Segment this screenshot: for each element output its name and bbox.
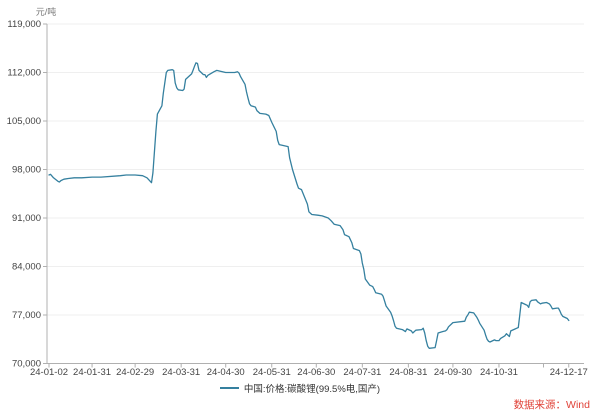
y-tick-label: 112,000 [7, 68, 41, 79]
y-tick-label: 105,000 [7, 116, 41, 127]
x-tick-label: 24-06-30 [297, 367, 335, 378]
y-axis-unit-label: 元/吨 [36, 6, 57, 17]
data-source-label: 数据来源：Wind [513, 399, 590, 411]
chart-legend: 中国:价格:碳酸锂(99.5%电,国产) [0, 380, 600, 396]
x-tick-label: 24-09-30 [434, 367, 472, 378]
y-tick-label: 84,000 [12, 262, 41, 273]
x-tick-label: 24-05-31 [253, 367, 291, 378]
x-tick-label: 24-08-31 [389, 367, 427, 378]
x-tick-label: 24-03-31 [162, 367, 200, 378]
x-tick-label: 24-01-31 [73, 367, 111, 378]
y-tick-label: 77,000 [12, 310, 41, 321]
price-line [48, 62, 570, 349]
x-tick-label: 24-04-30 [207, 367, 245, 378]
y-tick-label: 119,000 [7, 19, 41, 30]
x-tick-label: 24-07-31 [343, 367, 381, 378]
price-line-chart: 元/吨 70,000 77,000 84,000 91,000 98,000 105,000… [7, 6, 588, 378]
legend-series-label: 中国:价格:碳酸锂(99.5%电,国产) [243, 384, 381, 395]
y-tick-label: 70,000 [12, 359, 41, 370]
x-tick-label: 24-10-31 [480, 367, 518, 378]
x-tick-label: 24-12-17 [550, 367, 588, 378]
legend-line-swatch [219, 387, 239, 389]
y-tick-label: 91,000 [12, 213, 41, 224]
x-tick-label: 24-01-02 [30, 367, 68, 378]
x-tick-label: 24-02-29 [116, 367, 154, 378]
y-tick-label: 98,000 [12, 165, 41, 176]
